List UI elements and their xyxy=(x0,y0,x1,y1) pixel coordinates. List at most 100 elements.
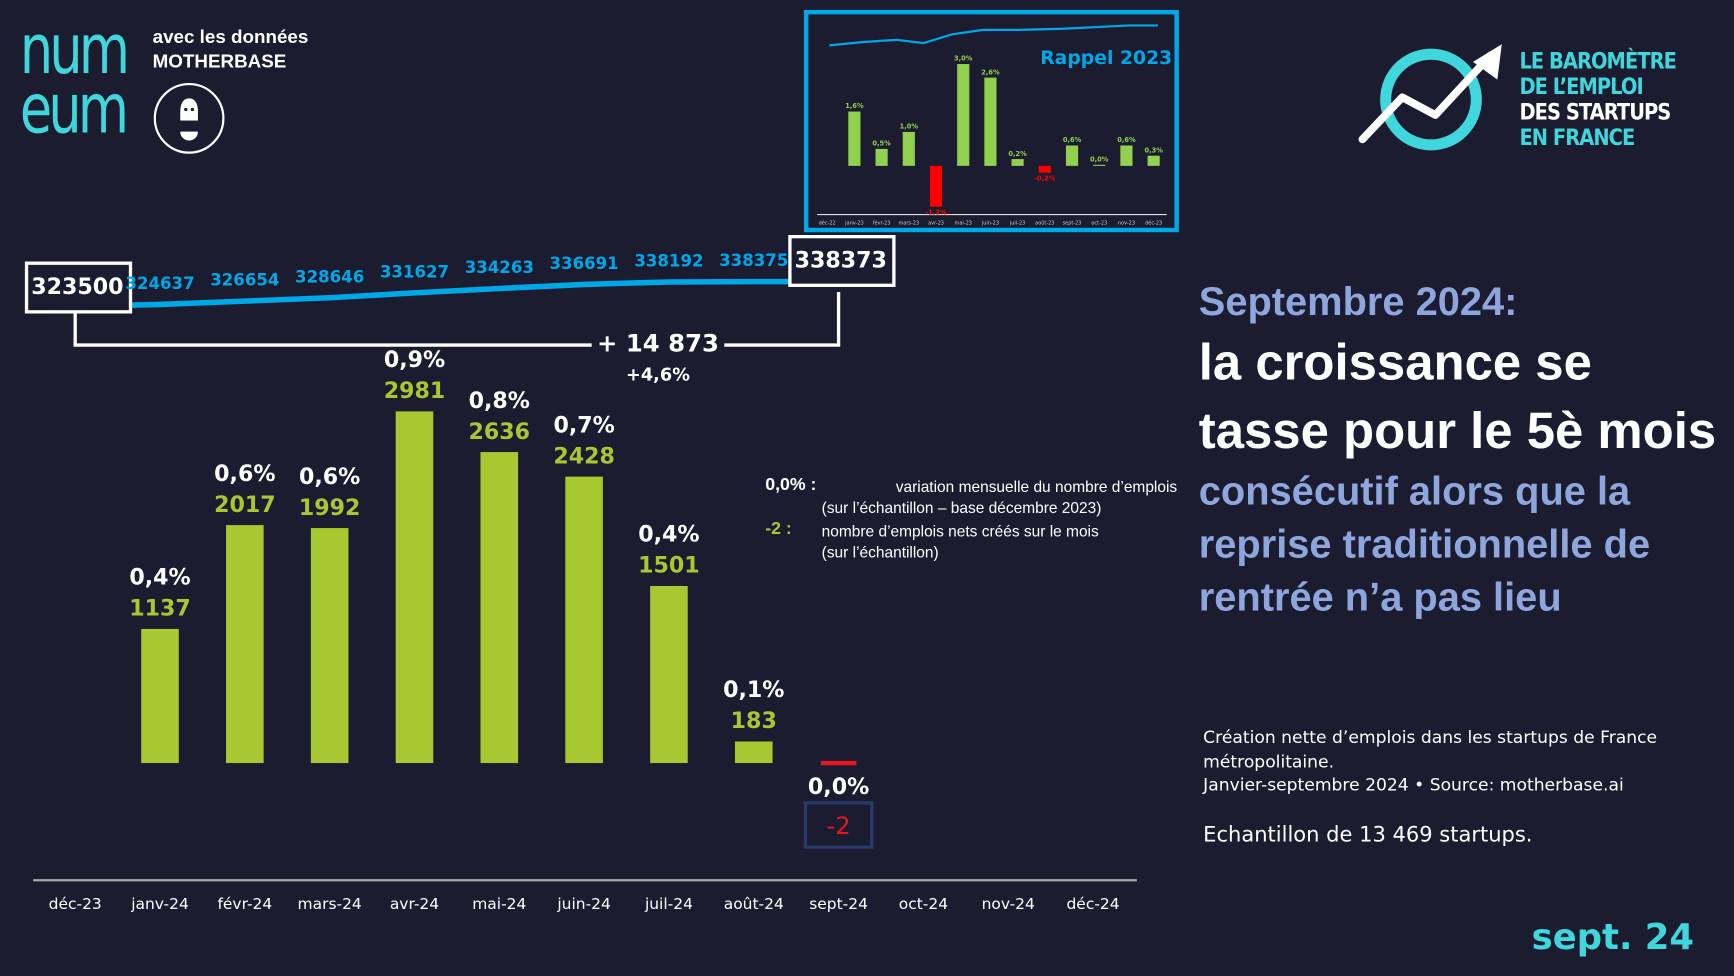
x-tick-label: sept-24 xyxy=(809,895,868,913)
inset-bar-label: 1,6% xyxy=(845,102,864,110)
bar xyxy=(650,585,688,764)
inset-x-label: août-23 xyxy=(1035,219,1054,226)
inset-bar-label: 0,5% xyxy=(872,140,891,148)
bar-pct-label: 0,0% xyxy=(808,774,869,800)
bar xyxy=(141,628,179,764)
inset-bar-label: 0,3% xyxy=(1144,146,1163,154)
line-value-label: 328646 xyxy=(295,267,364,286)
headline-month: Septembre 2024: xyxy=(1198,278,1518,325)
inset-bar-label: -1,2% xyxy=(925,208,946,216)
sample-size: Echantillon de 13 469 startups. xyxy=(1203,822,1533,848)
legend-count-note: (sur l’échantillon) xyxy=(821,542,939,561)
motherbase-robot-icon xyxy=(153,82,225,154)
bar-value-label: 2636 xyxy=(469,419,531,445)
bar-value-label: 2428 xyxy=(553,443,615,469)
inset-bar-label: -0,2% xyxy=(1034,174,1055,182)
bar xyxy=(565,476,603,764)
x-tick-label: janv-24 xyxy=(130,895,189,913)
legend-pct-desc: variation mensuelle du nombre d’emplois xyxy=(895,477,1178,496)
value-box xyxy=(803,801,874,849)
inset-bar xyxy=(1093,164,1106,166)
x-tick-label: avr-24 xyxy=(390,895,439,913)
bar-pct-label: 0,7% xyxy=(553,412,614,438)
inset-bar-label: 0,6% xyxy=(1063,136,1082,144)
line-value-label: 336691 xyxy=(550,254,619,273)
inset-x-label: mai-23 xyxy=(955,220,972,226)
x-tick-label: nov-24 xyxy=(982,895,1035,913)
bar-pct-label: 0,8% xyxy=(469,388,530,414)
inset-bar xyxy=(1147,155,1160,166)
barometer-line: DES STARTUPS xyxy=(1519,98,1671,125)
headline-main: la croissance se tasse pour le 5è mois xyxy=(1198,332,1717,459)
bar-value-label: 1992 xyxy=(299,495,361,521)
data-credit: avec les données xyxy=(152,26,309,48)
inset-x-label: avr-23 xyxy=(928,220,944,226)
bar-pct-label: 0,4% xyxy=(638,522,699,548)
inset-x-label: déc-23 xyxy=(1145,219,1162,226)
bracket-right xyxy=(724,291,841,347)
bar-pct-label: 0,6% xyxy=(299,464,360,490)
headline-sub: consécutif alors que la reprise traditio… xyxy=(1198,467,1651,620)
delta-pct-label: +4,6% xyxy=(626,365,690,385)
line-value-label: 326654 xyxy=(210,271,279,290)
bar xyxy=(734,741,773,764)
inset-bar xyxy=(848,111,861,166)
bar-negative xyxy=(820,760,857,766)
bar xyxy=(480,452,519,764)
inset-x-label: oct-23 xyxy=(1091,220,1107,226)
bar-pct-label: 0,1% xyxy=(723,677,784,703)
inset-bar xyxy=(875,148,888,166)
inset-bar xyxy=(929,165,943,207)
bar-pct-label: 0,4% xyxy=(129,565,190,591)
total-jobs-line xyxy=(72,278,842,310)
inset-x-label: juin-23 xyxy=(981,220,999,226)
barometer-line: DE L’EMPLOI xyxy=(1519,72,1643,100)
bar-pct-label: 0,6% xyxy=(214,461,275,487)
x-tick-label: mars-24 xyxy=(298,895,362,913)
bar-value-label: 2017 xyxy=(214,492,276,518)
bar-value-label: 183 xyxy=(731,708,777,734)
x-tick-label: juil-24 xyxy=(644,895,693,913)
inset-bar-label: 0,2% xyxy=(1008,150,1027,158)
inset-bar-label: 0,0% xyxy=(1090,155,1109,163)
x-tick-label: févr-24 xyxy=(217,895,272,913)
bar-pct-label: 0,9% xyxy=(384,347,445,373)
x-tick-label: déc-23 xyxy=(49,895,102,913)
inset-bar xyxy=(1011,159,1024,166)
inset-bar-label: 0,6% xyxy=(1117,136,1136,144)
legend-count-key: -2 : xyxy=(765,519,792,539)
bar xyxy=(226,525,264,764)
barometer-logo-icon xyxy=(1358,44,1502,151)
inset-bar xyxy=(1038,165,1051,173)
inset-title: Rappel 2023 xyxy=(1040,48,1172,69)
barometer-line: LE BAROMÈTRE xyxy=(1519,47,1676,75)
inset-x-label: nov-23 xyxy=(1118,220,1135,226)
bar-value-label: 1137 xyxy=(129,596,191,622)
line-value-label: 338375 xyxy=(719,251,788,270)
bar xyxy=(395,411,434,764)
inset-bar xyxy=(902,131,915,166)
inset-bar-label: 1,0% xyxy=(900,123,919,131)
line-value-label: 334263 xyxy=(465,258,534,277)
motherbase-label: MOTHERBASE xyxy=(152,50,287,72)
inset-x-label: juil-23 xyxy=(1009,220,1025,226)
inset-x-label: déc-22 xyxy=(819,219,836,226)
legend-pct-key: 0,0% : xyxy=(765,475,817,495)
inset-x-label: mars-23 xyxy=(898,220,919,226)
inset-x-label: janv-23 xyxy=(844,220,864,226)
inset-x-label: févr-23 xyxy=(873,219,891,226)
bar-value-label: -2 xyxy=(826,811,850,840)
bracket-left xyxy=(73,311,592,347)
bar-value-label: 2981 xyxy=(384,378,446,404)
barometer-line: EN FRANCE xyxy=(1519,123,1635,151)
inset-chart-2023: Rappel 2023 déc-22 janv-23 févr-23 mars-23 av… xyxy=(803,9,1179,233)
headline: Septembre 2024: la croissance se tasse p… xyxy=(1199,276,1719,623)
inset-bar xyxy=(1120,145,1133,166)
inset-bar-label: 2,6% xyxy=(981,68,1000,76)
inset-chart-svg: Rappel 2023 déc-22 janv-23 févr-23 mars-23 av… xyxy=(817,24,1172,226)
value-box xyxy=(24,261,133,314)
main-chart: déc-23 janv-24 févr-24 mars-24 avr-24 mai-24 j… xyxy=(24,234,1137,913)
inset-bar-label: 3,0% xyxy=(954,55,973,63)
bar xyxy=(310,528,349,764)
